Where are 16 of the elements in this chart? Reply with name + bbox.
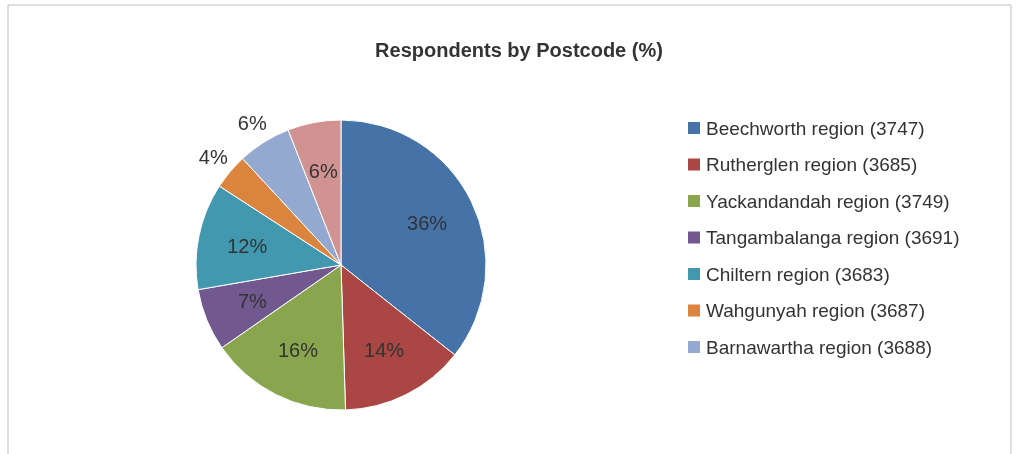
data-label: 7% bbox=[237, 290, 268, 313]
legend-label: Beechworth region (3747) bbox=[706, 117, 925, 139]
legend-label: Rutherglen region (3685) bbox=[706, 154, 918, 175]
data-label: 36% bbox=[407, 212, 448, 235]
legend-label: Yackandandah region (3749) bbox=[706, 190, 950, 212]
legend-label: Wahgunyah region (3687) bbox=[706, 300, 925, 321]
data-label: 14% bbox=[364, 339, 405, 362]
data-label: 6% bbox=[237, 112, 267, 135]
data-label: 4% bbox=[198, 146, 228, 169]
data-label: 12% bbox=[227, 234, 268, 257]
legend-label: Chiltern region (3683) bbox=[706, 263, 890, 285]
chart-title: Respondents by Postcode (%) bbox=[375, 39, 663, 61]
legend-label: Tangambalanga region (3691) bbox=[706, 227, 960, 248]
legend-label: Barnawartha region (3688) bbox=[706, 336, 933, 358]
data-label: 6% bbox=[308, 159, 338, 182]
data-label: 16% bbox=[277, 339, 319, 362]
